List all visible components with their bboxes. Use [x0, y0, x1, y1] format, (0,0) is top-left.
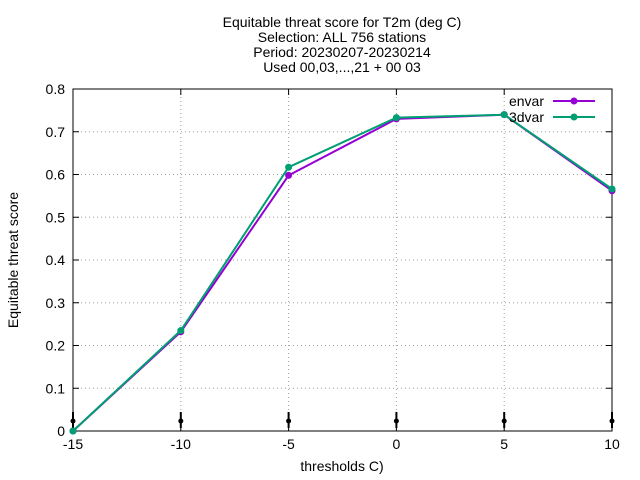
threshold-marker-dot [178, 418, 184, 424]
x-tick-label: 0 [393, 436, 401, 452]
x-tick-label: -5 [282, 436, 295, 452]
threshold-marker-dot [609, 418, 615, 424]
y-tick-label: 0 [57, 423, 65, 439]
title-line-3: Period: 20230207-20230214 [253, 44, 431, 60]
y-tick-label: 0.7 [46, 124, 66, 140]
legend-label-3dvar: 3dvar [509, 109, 544, 125]
title-line-1: Equitable threat score for T2m (deg C) [223, 14, 462, 30]
title-line-4: Used 00,03,...,21 + 00 03 [263, 59, 421, 75]
threshold-marker-dot [70, 418, 76, 424]
legend-label-envar: envar [509, 93, 544, 109]
grid [73, 89, 612, 431]
y-axis-label: Equitable threat score [5, 192, 21, 328]
threshold-marker-dot [501, 418, 507, 424]
y-tick-label: 0.1 [46, 380, 66, 396]
y-tick-label: 0.3 [46, 295, 66, 311]
y-tick-label: 0.8 [46, 81, 66, 97]
series-point-3dvar [285, 163, 293, 171]
title-line-2: Selection: ALL 756 stations [258, 29, 426, 45]
x-tick-label: 5 [500, 436, 508, 452]
threshold-marker-dot [393, 418, 399, 424]
axis-ticks: 0 0.1 0.2 0.3 0.4 0.5 0.6 0.7 0.8 -15 -10 -5 0 5 10 [46, 81, 620, 452]
series-point-3dvar [392, 114, 400, 122]
x-tick-label: -15 [63, 436, 83, 452]
series-point-3dvar [608, 185, 616, 193]
y-tick-label: 0.6 [46, 167, 66, 183]
legend-marker-3dvar [570, 113, 578, 121]
x-axis-label: thresholds C) [300, 458, 383, 474]
chart-title: Equitable threat score for T2m (deg C) S… [223, 14, 462, 75]
x-tick-label: 10 [604, 436, 620, 452]
series-point-3dvar [500, 111, 508, 119]
series-line-envar [72, 113, 613, 432]
y-tick-label: 0.5 [46, 209, 66, 225]
series-point-3dvar [69, 427, 77, 435]
x-tick-label: -10 [171, 436, 191, 452]
legend-marker-envar [570, 97, 578, 105]
y-tick-label: 0.4 [46, 252, 66, 268]
threshold-marker-dot [286, 418, 292, 424]
series-point-envar [285, 171, 293, 179]
series-point-3dvar [177, 327, 185, 335]
series-line-3dvar [72, 113, 613, 432]
series [69, 111, 616, 435]
y-tick-label: 0.2 [46, 338, 66, 354]
